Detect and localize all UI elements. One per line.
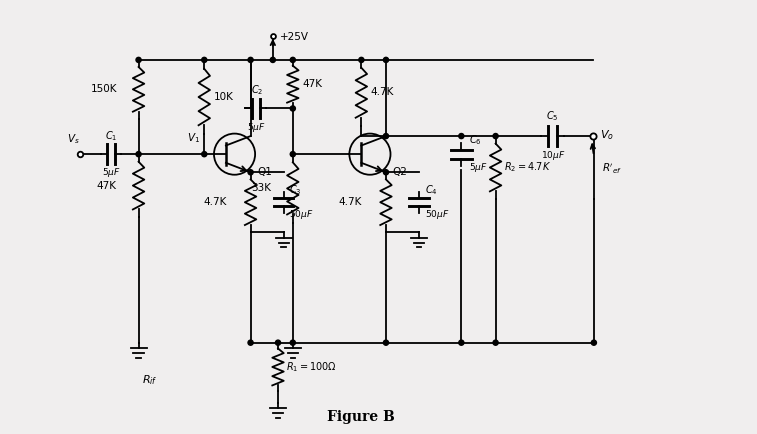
Text: 4.7K: 4.7K	[338, 197, 362, 207]
Text: $10\mu F$: $10\mu F$	[540, 148, 565, 161]
Circle shape	[270, 57, 276, 62]
Circle shape	[248, 170, 253, 175]
Text: 4.7K: 4.7K	[370, 88, 394, 98]
Text: 33K: 33K	[251, 184, 271, 194]
Text: $5\mu F$: $5\mu F$	[101, 166, 120, 178]
Text: Q2: Q2	[393, 167, 408, 177]
Text: $C_6$: $C_6$	[469, 134, 482, 147]
Circle shape	[459, 134, 464, 138]
Text: $R_{if}$: $R_{if}$	[142, 373, 157, 387]
Text: $V_1$: $V_1$	[187, 131, 200, 145]
Text: 150K: 150K	[90, 84, 117, 94]
Text: $C_3$: $C_3$	[289, 183, 302, 197]
Text: $V_s$: $V_s$	[67, 132, 79, 146]
Text: $50\mu F$: $50\mu F$	[425, 208, 449, 221]
Text: $50\mu F$: $50\mu F$	[289, 208, 314, 221]
Text: +25V: +25V	[279, 32, 309, 42]
Text: Q1: Q1	[257, 167, 273, 177]
Text: $C_4$: $C_4$	[425, 183, 438, 197]
Circle shape	[493, 134, 498, 138]
Circle shape	[248, 57, 253, 62]
Text: $C_2$: $C_2$	[251, 83, 263, 97]
Circle shape	[359, 57, 364, 62]
Circle shape	[290, 106, 295, 111]
Text: $5\mu F$: $5\mu F$	[248, 121, 266, 134]
Text: $R_1=100\Omega$: $R_1=100\Omega$	[286, 360, 337, 374]
Circle shape	[248, 340, 253, 345]
Text: 47K: 47K	[302, 79, 322, 89]
Text: $R_2=4.7K$: $R_2=4.7K$	[503, 161, 551, 174]
Text: $C_1$: $C_1$	[105, 129, 117, 143]
Text: $C_5$: $C_5$	[547, 110, 559, 124]
Circle shape	[383, 170, 388, 175]
Text: Figure B: Figure B	[328, 411, 395, 424]
Circle shape	[493, 340, 498, 345]
Circle shape	[276, 340, 281, 345]
Circle shape	[201, 151, 207, 157]
Text: 10K: 10K	[213, 92, 233, 102]
Text: $5\mu F$: $5\mu F$	[469, 161, 488, 174]
Circle shape	[383, 57, 388, 62]
Text: $V_o$: $V_o$	[600, 128, 614, 142]
Text: $R'_{ef}$: $R'_{ef}$	[603, 162, 623, 176]
Circle shape	[459, 340, 464, 345]
Circle shape	[383, 340, 388, 345]
Circle shape	[290, 151, 295, 157]
Circle shape	[591, 340, 597, 345]
Text: 47K: 47K	[97, 181, 117, 191]
Circle shape	[136, 57, 141, 62]
Circle shape	[201, 57, 207, 62]
Circle shape	[383, 134, 388, 138]
Circle shape	[290, 340, 295, 345]
Circle shape	[290, 57, 295, 62]
Circle shape	[136, 151, 141, 157]
Text: 4.7K: 4.7K	[203, 197, 226, 207]
